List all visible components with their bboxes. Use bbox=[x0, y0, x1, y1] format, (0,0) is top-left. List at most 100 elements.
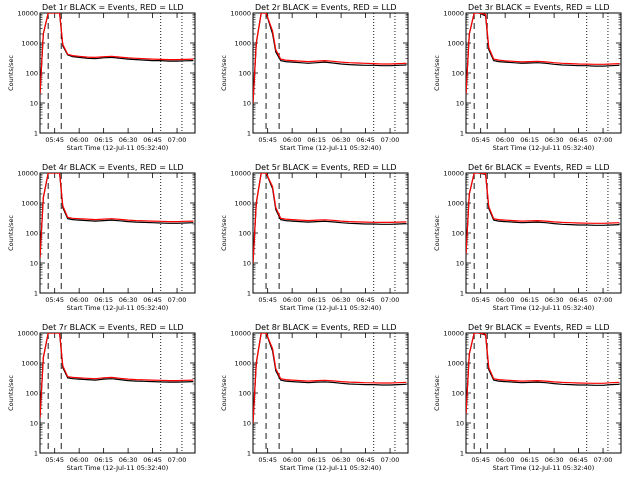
x-tick-label: 05:45 bbox=[471, 456, 490, 464]
x-tick-label: 06:45 bbox=[569, 296, 588, 304]
x-tick-label: 07:00 bbox=[381, 296, 400, 304]
x-tick-label: 05:45 bbox=[45, 296, 64, 304]
x-tick-label: 06:45 bbox=[356, 456, 375, 464]
x-axis-label: Start Time (12-Jul-11 05:32:40) bbox=[67, 144, 169, 152]
x-axis-label: Start Time (12-Jul-11 05:32:40) bbox=[67, 464, 169, 472]
x-tick-label: 07:00 bbox=[594, 456, 613, 464]
x-tick-label: 06:45 bbox=[569, 456, 588, 464]
y-tick-label: 10 bbox=[243, 260, 251, 268]
y-tick-label: 1 bbox=[34, 450, 38, 458]
y-tick-label: 1000 bbox=[234, 200, 251, 208]
y-tick-label: 1000 bbox=[21, 200, 38, 208]
y-tick-label: 1 bbox=[34, 130, 38, 138]
x-tick-label: 06:45 bbox=[356, 136, 375, 144]
y-tick-label: 1 bbox=[247, 130, 251, 138]
series-line-lld bbox=[466, 13, 620, 95]
series-line-lld bbox=[466, 333, 620, 415]
x-tick-label: 07:00 bbox=[594, 136, 613, 144]
x-tick-label: 06:00 bbox=[70, 296, 89, 304]
x-tick-label: 06:15 bbox=[94, 456, 113, 464]
chart-panel: Det 9r BLACK = Events, RED = LLD 1 10 100 10… bbox=[433, 323, 622, 472]
y-tick-label: 10000 bbox=[17, 10, 38, 18]
x-tick-label: 07:00 bbox=[168, 456, 187, 464]
y-tick-label: 1000 bbox=[21, 360, 38, 368]
y-tick-label: 100 bbox=[452, 390, 464, 398]
x-tick-label: 06:30 bbox=[119, 136, 138, 144]
plot-frame bbox=[39, 12, 196, 134]
series-line-events bbox=[253, 13, 407, 104]
series-line-events bbox=[466, 173, 620, 255]
chart-title: Det 2r BLACK = Events, RED = LLD bbox=[255, 3, 397, 12]
series-line-events bbox=[253, 173, 407, 264]
y-axis-label: Counts/sec bbox=[220, 215, 228, 251]
chart-title: Det 3r BLACK = Events, RED = LLD bbox=[468, 3, 610, 12]
y-tick-label: 1 bbox=[460, 290, 464, 298]
x-tick-label: 06:15 bbox=[307, 136, 326, 144]
y-tick-label: 1 bbox=[34, 290, 38, 298]
y-tick-label: 1000 bbox=[447, 200, 464, 208]
chart-title: Det 5r BLACK = Events, RED = LLD bbox=[255, 163, 397, 172]
x-tick-label: 06:00 bbox=[283, 296, 302, 304]
x-tick-label: 05:45 bbox=[258, 296, 277, 304]
y-tick-label: 10000 bbox=[443, 10, 464, 18]
y-tick-label: 10 bbox=[30, 260, 38, 268]
y-axis-label: Counts/sec bbox=[433, 55, 441, 91]
y-tick-label: 1000 bbox=[447, 360, 464, 368]
y-tick-label: 100 bbox=[26, 230, 38, 238]
chart-title: Det 9r BLACK = Events, RED = LLD bbox=[468, 323, 610, 332]
x-axis-label: Start Time (12-Jul-11 05:32:40) bbox=[493, 464, 595, 472]
chart-title: Det 1r BLACK = Events, RED = LLD bbox=[42, 3, 184, 12]
x-tick-label: 06:00 bbox=[283, 136, 302, 144]
x-tick-label: 07:00 bbox=[594, 296, 613, 304]
series-line-events bbox=[466, 13, 620, 95]
y-tick-label: 10 bbox=[243, 100, 251, 108]
y-tick-label: 10000 bbox=[443, 330, 464, 338]
x-axis-label: Start Time (12-Jul-11 05:32:40) bbox=[280, 144, 382, 152]
plot-frame bbox=[252, 12, 409, 134]
x-axis-label: Start Time (12-Jul-11 05:32:40) bbox=[280, 464, 382, 472]
y-axis-label: Counts/sec bbox=[7, 55, 15, 91]
y-tick-label: 10 bbox=[30, 420, 38, 428]
plot-frame bbox=[465, 12, 622, 134]
plot-frame bbox=[465, 332, 622, 454]
plot-frame bbox=[39, 172, 196, 294]
x-tick-label: 06:45 bbox=[143, 456, 162, 464]
x-tick-label: 05:45 bbox=[471, 136, 490, 144]
x-tick-label: 06:45 bbox=[569, 136, 588, 144]
x-tick-label: 07:00 bbox=[168, 136, 187, 144]
y-tick-label: 100 bbox=[239, 390, 251, 398]
y-axis-label: Counts/sec bbox=[220, 55, 228, 91]
x-axis-label: Start Time (12-Jul-11 05:32:40) bbox=[67, 304, 169, 312]
y-tick-label: 1000 bbox=[234, 40, 251, 48]
y-tick-label: 10000 bbox=[443, 170, 464, 178]
x-tick-label: 06:00 bbox=[70, 456, 89, 464]
x-axis-label: Start Time (12-Jul-11 05:32:40) bbox=[493, 144, 595, 152]
x-tick-label: 06:00 bbox=[70, 136, 89, 144]
y-tick-label: 100 bbox=[452, 70, 464, 78]
y-tick-label: 1 bbox=[460, 450, 464, 458]
x-tick-label: 05:45 bbox=[45, 456, 64, 464]
y-tick-label: 1 bbox=[460, 130, 464, 138]
chart-title: Det 4r BLACK = Events, RED = LLD bbox=[42, 163, 184, 172]
y-tick-label: 100 bbox=[452, 230, 464, 238]
x-tick-label: 05:45 bbox=[45, 136, 64, 144]
chart-panel: Det 8r BLACK = Events, RED = LLD 1 10 100 10… bbox=[220, 323, 409, 472]
chart-title: Det 8r BLACK = Events, RED = LLD bbox=[255, 323, 397, 332]
x-tick-label: 06:00 bbox=[496, 136, 515, 144]
series-line-lld bbox=[40, 173, 194, 258]
chart-panel: Det 5r BLACK = Events, RED = LLD 1 10 100 10… bbox=[220, 163, 409, 312]
x-tick-label: 07:00 bbox=[381, 136, 400, 144]
x-tick-label: 05:45 bbox=[258, 136, 277, 144]
chart-panel: Det 4r BLACK = Events, RED = LLD 1 10 100 10… bbox=[7, 163, 196, 312]
x-tick-label: 05:45 bbox=[471, 296, 490, 304]
y-axis-label: Counts/sec bbox=[7, 215, 15, 251]
x-tick-label: 06:00 bbox=[283, 456, 302, 464]
x-tick-label: 06:15 bbox=[520, 296, 539, 304]
y-tick-label: 10000 bbox=[17, 170, 38, 178]
y-tick-label: 100 bbox=[26, 70, 38, 78]
x-tick-label: 06:15 bbox=[94, 296, 113, 304]
y-tick-label: 10 bbox=[456, 420, 464, 428]
x-tick-label: 06:00 bbox=[496, 296, 515, 304]
x-tick-label: 07:00 bbox=[381, 456, 400, 464]
